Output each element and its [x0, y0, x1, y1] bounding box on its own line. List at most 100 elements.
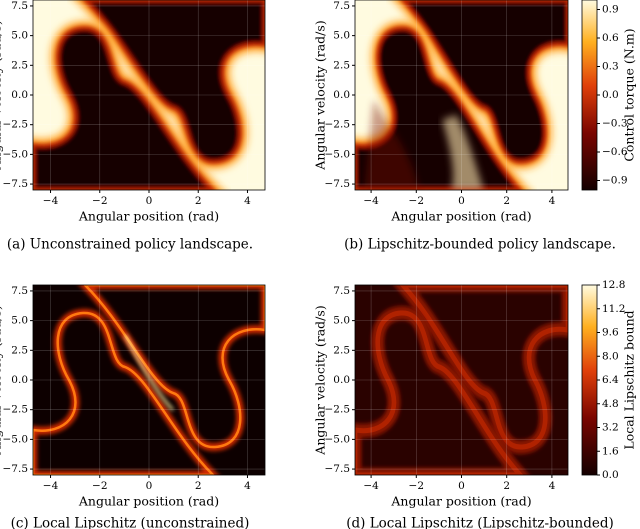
panel: −4 −2 0 2 4 7.5 5.0 2.5 0.0 −2.5 −5.0 −7.5 Angular p…	[0, 0, 266, 253]
colorbar-tick-label: 11.2	[602, 303, 625, 315]
y-axis-label: Angular velocity (rad/s)	[313, 20, 328, 170]
colorbar-tick-label: 0.9	[602, 4, 619, 16]
y-tick-label: −5.0	[3, 148, 29, 160]
plot-frame	[354, 0, 569, 191]
x-axis-label: Angular position (rad)	[390, 209, 531, 224]
y-tick-label: 0.0	[333, 374, 350, 386]
y-tick-label: −2.5	[3, 404, 29, 416]
y-tick-label: 2.5	[11, 59, 28, 71]
y-tick-label: 5.0	[11, 315, 28, 327]
y-tick-label: −2.5	[325, 119, 351, 131]
y-tick-label: −5.0	[325, 148, 351, 160]
colorbar-tick-label: 9.6	[602, 327, 619, 339]
y-tick-label: 7.5	[11, 285, 28, 297]
x-tick-label: 2	[195, 480, 202, 492]
caption: (c) Local Lipschitz (unconstrained)	[11, 516, 250, 529]
y-tick-label: 7.5	[333, 0, 350, 12]
colorbar-tick-label: −0.9	[602, 175, 628, 187]
y-tick-label: 5.0	[333, 30, 350, 42]
y-tick-label: −7.5	[3, 178, 29, 190]
dark-region	[82, 0, 265, 165]
colorbar-tick-label: 1.6	[602, 445, 619, 457]
colorbar-label: Local Lipschitz bound	[622, 310, 637, 449]
dark-region	[33, 25, 216, 190]
y-tick-label: −7.5	[325, 463, 351, 475]
x-tick-label: 0	[458, 195, 465, 207]
y-tick-label: −2.5	[325, 404, 351, 416]
x-tick-label: 2	[195, 195, 202, 207]
colorbar-tick-label: 4.8	[602, 398, 619, 410]
panel: −4 −2 0 2 4 7.5 5.0 2.5 0.0 −2.5 −5.0 −7.5 Angular p…	[0, 284, 266, 529]
colorbar	[581, 0, 598, 191]
x-tick-label: −4	[363, 480, 379, 492]
y-tick-label: −7.5	[3, 463, 29, 475]
y-tick-label: 2.5	[333, 59, 350, 71]
y-tick-label: 2.5	[11, 344, 28, 356]
y-tick-label: 0.0	[11, 374, 28, 386]
x-tick-label: −2	[409, 480, 424, 492]
x-axis-label: Angular position (rad)	[78, 209, 219, 224]
x-tick-label: −2	[92, 480, 107, 492]
colorbar-label: Control torque (N.m)	[622, 28, 637, 161]
colorbar	[581, 284, 598, 476]
y-axis-label: Angular velocity (rad/s)	[0, 20, 4, 170]
caption: (a) Unconstrained policy landscape.	[7, 237, 253, 253]
x-tick-label: −2	[409, 195, 424, 207]
y-tick-label: 5.0	[11, 30, 28, 42]
ridge	[355, 310, 524, 475]
y-tick-label: −7.5	[325, 178, 351, 190]
y-axis-label: Angular velocity (rad/s)	[0, 305, 4, 455]
artifact	[442, 115, 484, 190]
x-tick-label: −4	[43, 480, 59, 492]
colorbar-tick-label: 0.0	[602, 469, 619, 481]
x-tick-label: −2	[92, 195, 107, 207]
plot-frame	[354, 284, 569, 476]
y-tick-label: −2.5	[3, 119, 29, 131]
x-tick-label: 2	[503, 195, 510, 207]
ridge-peak	[123, 334, 174, 411]
ridge	[33, 311, 215, 475]
x-tick-label: 0	[146, 195, 153, 207]
ridge	[399, 285, 568, 450]
y-tick-label: −5.0	[3, 433, 29, 445]
heatmap-field	[33, 0, 265, 190]
colorbar-tick-label: 6.4	[602, 374, 619, 386]
y-tick-label: 7.5	[11, 0, 28, 12]
ridge	[83, 285, 265, 449]
x-tick-label: 4	[244, 480, 251, 492]
x-tick-label: 4	[549, 195, 556, 207]
colorbar-tick-label: 0.3	[602, 61, 619, 73]
colorbar-tick-label: −0.3	[602, 118, 628, 130]
y-tick-label: 0.0	[333, 89, 350, 101]
heatmap-field	[355, 0, 568, 190]
panel: −4 −2 0 2 4 7.5 5.0 2.5 0.0 −2.5 −5.0 −7.5 Angular p…	[313, 279, 637, 529]
x-tick-label: −4	[43, 195, 59, 207]
colorbar-tick-label: 3.2	[602, 422, 619, 434]
y-tick-label: 0.0	[11, 89, 28, 101]
heatmap-field	[355, 285, 568, 475]
x-tick-label: 2	[503, 480, 510, 492]
colorbar-tick-label: 0.0	[602, 89, 619, 101]
x-tick-label: 0	[458, 480, 465, 492]
x-tick-label: −4	[363, 195, 379, 207]
x-tick-label: 4	[244, 195, 251, 207]
dark-region	[400, 0, 568, 165]
colorbar-tick-label: −0.6	[602, 146, 628, 158]
caption: (b) Lipschitz-bounded policy landscape.	[344, 237, 616, 253]
plot-frame	[32, 284, 266, 476]
y-tick-label: 5.0	[333, 315, 350, 327]
y-tick-label: 7.5	[333, 285, 350, 297]
y-axis-label: Angular velocity (rad/s)	[313, 305, 328, 455]
plot-frame	[32, 0, 266, 191]
y-tick-label: −5.0	[325, 433, 351, 445]
x-axis-label: Angular position (rad)	[78, 494, 219, 509]
x-tick-label: 0	[146, 480, 153, 492]
colorbar-tick-label: 0.6	[602, 32, 619, 44]
x-tick-label: 4	[549, 480, 556, 492]
y-tick-label: 2.5	[333, 344, 350, 356]
heatmap-field	[33, 285, 265, 475]
panel: −4 −2 0 2 4 7.5 5.0 2.5 0.0 −2.5 −5.0 −7.5 Angular p…	[313, 0, 637, 253]
x-axis-label: Angular position (rad)	[390, 494, 531, 509]
caption: (d) Local Lipschitz (Lipschitz-bounded)	[346, 516, 614, 529]
